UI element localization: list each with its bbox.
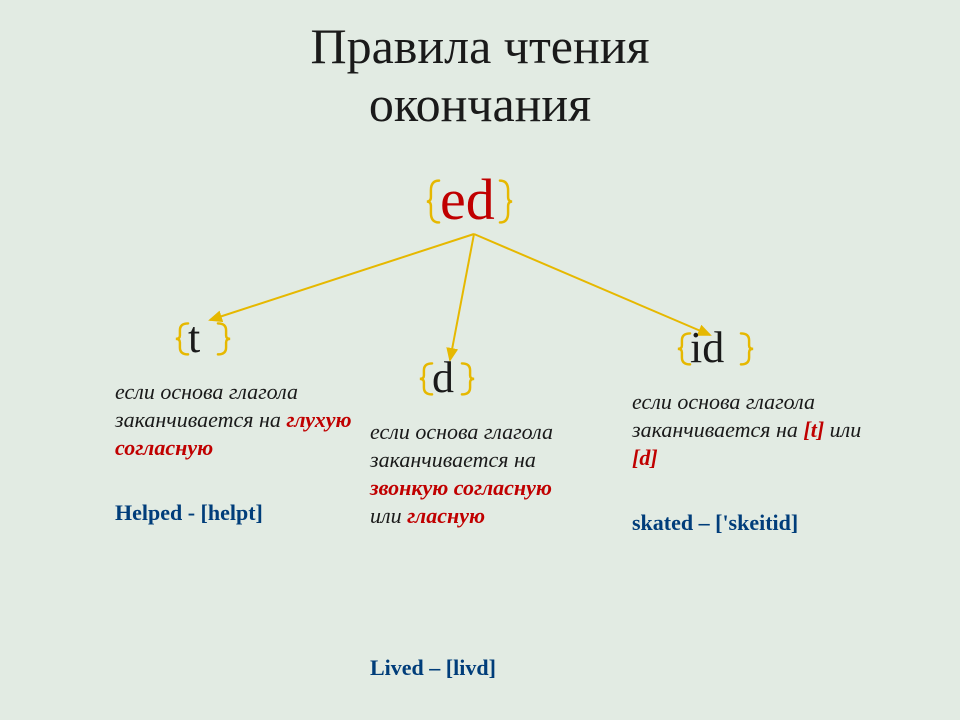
root-bracket-right [495,174,513,234]
branch-example-0: Helped - [helpt] [115,500,263,526]
branch-bracket-left-0 [175,318,193,365]
branch-example-2: skated – ['skeitid] [632,510,798,536]
title-line1: Правила чтения [310,18,649,74]
slide-canvas: Правила чтения окончания ed tесли основа… [0,0,960,720]
branch-label-id: id [690,322,724,373]
branch-example-1: Lived – [livd] [370,655,496,681]
branch-bracket-left-2 [677,328,695,375]
title-line2: окончания [369,76,591,132]
branch-desc-1: если основа глагола заканчивается на зво… [370,418,585,531]
branch-bracket-right-2 [736,328,754,375]
root-label: ed [440,166,495,233]
branch-bracket-right-0 [213,318,231,365]
page-title: Правила чтения окончания [0,18,960,133]
branch-desc-2: если основа глагола заканчивается на [t]… [632,388,892,472]
branch-bracket-right-1 [457,358,475,405]
branch-desc-0: если основа глагола заканчивается на глу… [115,378,365,462]
branch-bracket-left-1 [419,358,437,405]
